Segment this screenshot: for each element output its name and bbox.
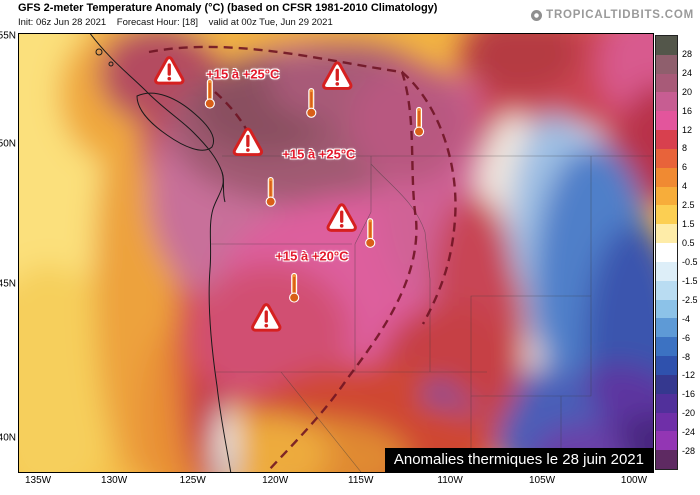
anomaly-range-label: +15 à +20°C — [275, 248, 349, 264]
anomaly-field — [19, 34, 653, 472]
colorbar-swatch — [656, 450, 677, 470]
colorbar-swatch — [656, 356, 677, 375]
page-title: GFS 2-meter Temperature Anomaly (°C) (ba… — [18, 2, 438, 14]
colorbar-swatch — [656, 186, 677, 206]
colorbar-swatch — [656, 205, 677, 225]
latitude-label: 40N — [0, 432, 16, 444]
anomaly-range-label: +15 à +25°C — [282, 146, 356, 162]
latitude-label: 55N — [0, 30, 16, 42]
colorbar-tick-label: 28 — [682, 48, 693, 59]
longitude-label: 120W — [262, 475, 289, 486]
map-caption: Anomalies thermiques le 28 juin 2021 — [384, 448, 653, 472]
colorbar-swatch — [656, 243, 677, 262]
colorbar-tick-label: 16 — [682, 105, 693, 116]
longitude-label: 100W — [620, 475, 648, 486]
coastline — [89, 34, 232, 472]
model-run-subtitle: Init: 06z Jun 28 2021 Forecast Hour: [18… — [18, 16, 333, 28]
colorbar-swatch — [656, 167, 677, 187]
anomaly-range-label: +15 à +25°C — [206, 66, 280, 82]
colorbar-swatch — [656, 412, 677, 432]
colorbar-tick-label: -12 — [682, 370, 696, 381]
colorbar-swatch — [656, 318, 677, 338]
colorbar-swatch — [656, 261, 677, 281]
colorbar-tick-label: -2.5 — [682, 294, 698, 305]
colorbar-tick-label: 6 — [682, 162, 688, 173]
colorbar-swatch — [656, 374, 677, 394]
colorbar-tick-label: -20 — [682, 408, 696, 419]
logo-text: TROPICALTIDBITS.COM — [546, 9, 694, 21]
colorbar-swatches — [655, 35, 678, 470]
map-area: Anomalies thermiques le 28 juin 2021 55N… — [0, 31, 654, 486]
colorbar-swatch — [656, 393, 677, 413]
longitude-label: 105W — [528, 475, 556, 486]
colorbar-swatch — [656, 130, 677, 149]
colorbar: 28 24 20 16 12 8 6 4 2.5 1.5 0.5 -0.5 -1.5 -2.5 -4 -6 -8… — [655, 35, 698, 470]
colorbar-tick-label: -1.5 — [682, 275, 698, 286]
colorbar-tick-label: -0.5 — [682, 256, 698, 267]
colorbar-tick-label: 2.5 — [682, 200, 695, 211]
colorbar-tick-label: 8 — [682, 143, 688, 154]
colorbar-swatch — [656, 54, 677, 74]
longitude-label: 115W — [348, 475, 374, 486]
colorbar-swatch — [656, 36, 677, 55]
colorbar-swatch — [656, 299, 677, 319]
longitude-label: 125W — [179, 475, 206, 486]
colorbar-swatch — [656, 73, 677, 93]
longitude-label: 130W — [101, 475, 128, 486]
logo-icon — [531, 9, 543, 21]
colorbar-tick-label: -4 — [682, 313, 691, 324]
longitude-label: 135W — [24, 475, 52, 486]
colorbar-tick-label: -8 — [682, 351, 691, 362]
colorbar-tick-label: 0.5 — [682, 238, 695, 249]
colorbar-swatch — [656, 431, 677, 451]
colorbar-swatch — [656, 111, 677, 131]
colorbar-swatch — [656, 92, 677, 112]
colorbar-tick-label: 24 — [682, 67, 693, 78]
colorbar-swatch — [656, 148, 677, 168]
colorbar-tick-label: 1.5 — [682, 219, 695, 230]
colorbar-swatch — [656, 337, 677, 357]
longitude-label: 110W — [437, 475, 463, 486]
colorbar-swatch — [656, 280, 677, 300]
colorbar-tick-label: 20 — [682, 86, 693, 97]
tropicaltidbits-logo: TROPICALTIDBITS.COM — [531, 9, 694, 21]
colorbar-tick-label: -28 — [682, 446, 696, 457]
colorbar-tick-label: -16 — [682, 389, 696, 400]
latitude-label: 45N — [0, 278, 16, 290]
colorbar-tick-label: 4 — [682, 181, 688, 192]
colorbar-labels: 28 24 20 16 12 8 6 4 2.5 1.5 0.5 -0.5 -1.5 -2.5 -4 -6 -8… — [655, 35, 698, 470]
colorbar-tick-label: 12 — [682, 124, 693, 135]
map-svg — [19, 34, 653, 472]
latitude-label: 50N — [0, 138, 16, 150]
colorbar-tick-label: -24 — [682, 427, 696, 438]
colorbar-swatch — [656, 224, 677, 244]
colorbar-tick-label: -6 — [682, 332, 691, 343]
